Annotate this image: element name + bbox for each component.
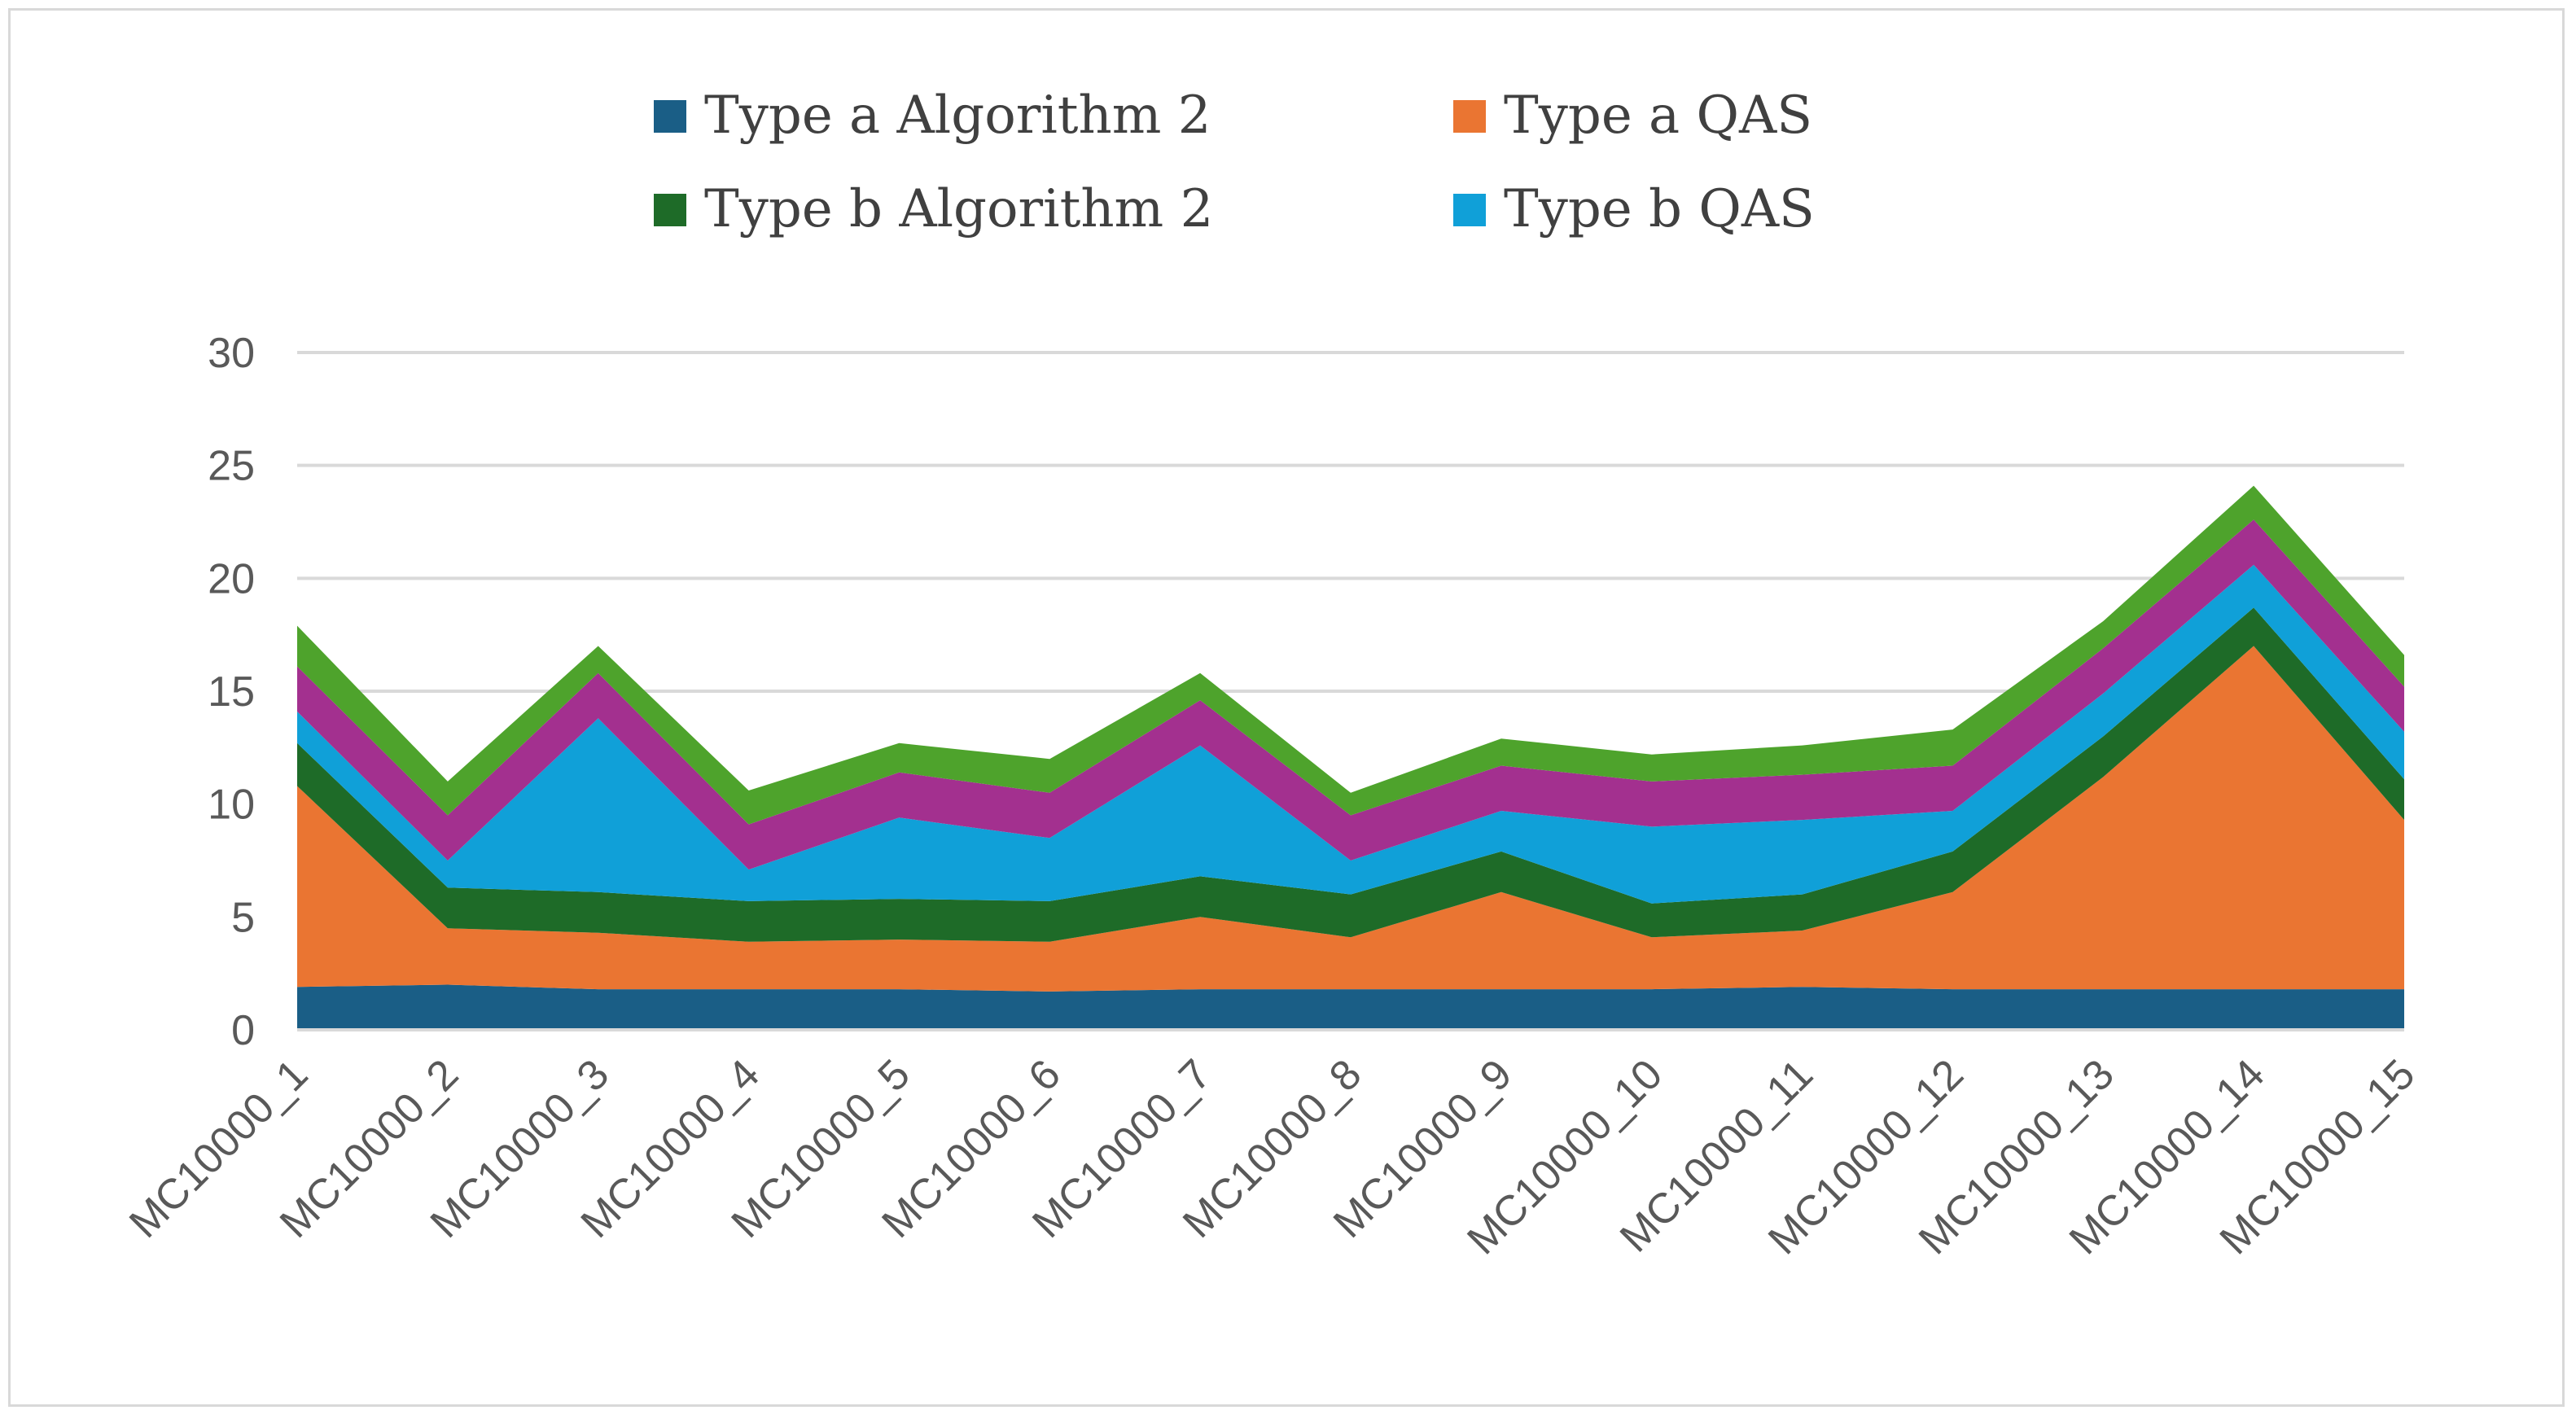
legend-label: Type a Algorithm 2	[704, 85, 1211, 146]
x-tick-labels: MC10000_1MC10000_2MC10000_3MC10000_4MC10…	[120, 1050, 2424, 1264]
stacked-area-chart: 0 5 10 15 20 25 30 MC10000_1MC10000_2MC10000_3…	[120, 85, 2424, 1264]
area-series-3	[297, 607, 2404, 942]
chart-frame: 0 5 10 15 20 25 30 MC10000_1 MC10000_2 MC10000_3…	[8, 8, 2565, 1407]
legend-swatch	[654, 194, 686, 226]
y-tick-label: 30	[208, 330, 255, 377]
area-series-4	[297, 564, 2404, 904]
y-tick-labels: 0 5 10 15 20 25 30	[208, 330, 255, 1054]
y-tick-label: 20	[208, 555, 255, 602]
area-series-1	[297, 984, 2404, 1030]
area-series	[297, 485, 2404, 1030]
y-tick-label: 10	[208, 782, 255, 829]
y-tick-label: 25	[208, 443, 255, 490]
area-series-5	[297, 519, 2404, 870]
legend: Type a Algorithm 2 Type a QAS Type b Algor…	[654, 85, 1815, 239]
legend-swatch	[1453, 194, 1486, 226]
legend-swatch	[1453, 100, 1486, 133]
area-series-6	[297, 485, 2404, 825]
legend-swatch	[654, 100, 686, 133]
legend-label: Type b Algorithm 2	[704, 179, 1213, 239]
y-tick-label: 15	[208, 668, 255, 716]
legend-label: Type a QAS	[1504, 85, 1812, 146]
y-tick-label: 5	[231, 894, 255, 941]
legend-label: Type b QAS	[1504, 179, 1815, 239]
y-tick-label: 0	[231, 1007, 255, 1054]
area-series-2	[297, 646, 2404, 992]
